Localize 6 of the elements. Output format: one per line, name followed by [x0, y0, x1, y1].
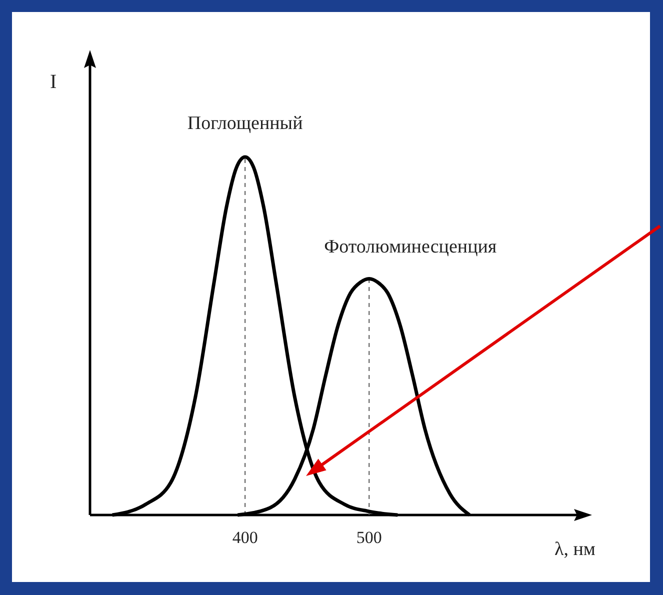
y-axis-title: I — [50, 71, 57, 93]
series-label: Поглощенный — [187, 113, 303, 134]
x-tick-label: 400 — [232, 528, 258, 547]
x-tick-label: 500 — [356, 528, 382, 547]
x-axis-title: λ, нм — [554, 539, 596, 560]
text: Фотолюминесценция — [324, 236, 497, 258]
